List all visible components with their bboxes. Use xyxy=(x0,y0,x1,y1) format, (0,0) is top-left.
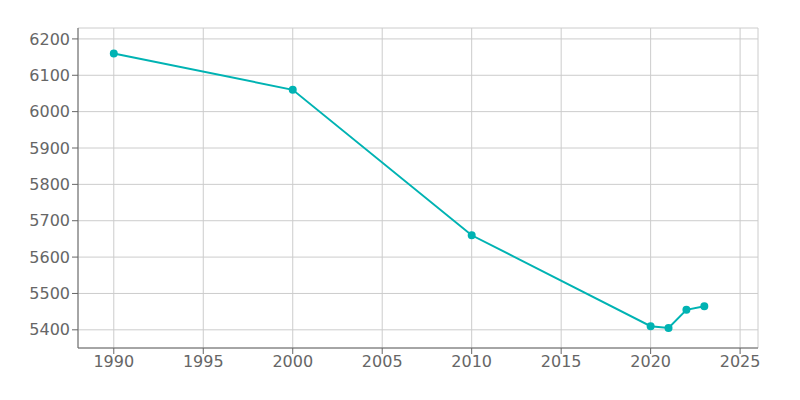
svg-text:2015: 2015 xyxy=(541,352,582,371)
svg-text:6000: 6000 xyxy=(29,102,70,121)
svg-text:6200: 6200 xyxy=(29,30,70,49)
svg-text:5800: 5800 xyxy=(29,175,70,194)
svg-text:2000: 2000 xyxy=(272,352,313,371)
svg-text:2005: 2005 xyxy=(362,352,403,371)
svg-text:2010: 2010 xyxy=(451,352,492,371)
svg-text:6100: 6100 xyxy=(29,66,70,85)
svg-text:5700: 5700 xyxy=(29,211,70,230)
svg-text:5600: 5600 xyxy=(29,248,70,267)
svg-text:1990: 1990 xyxy=(93,352,134,371)
svg-text:2025: 2025 xyxy=(720,352,761,371)
svg-text:1995: 1995 xyxy=(183,352,224,371)
svg-text:5500: 5500 xyxy=(29,284,70,303)
svg-text:5900: 5900 xyxy=(29,139,70,158)
svg-text:2020: 2020 xyxy=(630,352,671,371)
svg-text:5400: 5400 xyxy=(29,320,70,339)
